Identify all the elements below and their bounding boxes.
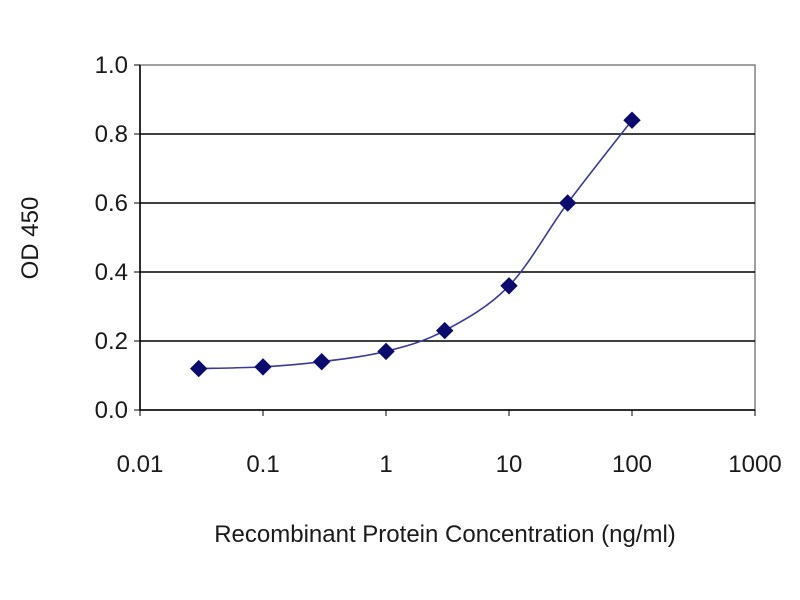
x-tick-label: 0.1 [246,451,279,478]
data-point [558,194,577,212]
y-tick-label: 1.0 [95,52,128,79]
data-point [254,358,272,376]
x-tick-labels: 0.01 0.1 1 10 100 1000 [117,451,782,478]
axes [134,64,756,416]
y-tick-label: 0.2 [95,328,128,355]
data-point [189,359,208,378]
grid-lines [140,133,755,342]
x-tick-label: 100 [612,451,652,478]
x-tick-label: 1 [379,451,392,478]
data-point [623,111,641,129]
x-axis-title: Recombinant Protein Concentration (ng/ml… [214,521,676,548]
data-point [435,321,454,340]
x-tick-label: 10 [496,451,523,478]
data-point [500,277,518,295]
data-point [377,342,395,361]
y-tick-labels: 0.0 0.2 0.4 0.6 0.8 1.0 [95,52,128,424]
x-tick-label: 1000 [728,451,781,478]
x-tick-label: 0.01 [117,451,164,478]
y-axis-title: OD 450 [17,197,44,280]
y-tick-label: 0.0 [95,397,128,424]
data-point [312,352,331,371]
y-tick-label: 0.6 [95,190,128,217]
data-points [189,111,641,378]
plot-area [139,64,756,411]
y-tick-label: 0.4 [95,259,128,286]
y-tick-label: 0.8 [95,121,128,148]
